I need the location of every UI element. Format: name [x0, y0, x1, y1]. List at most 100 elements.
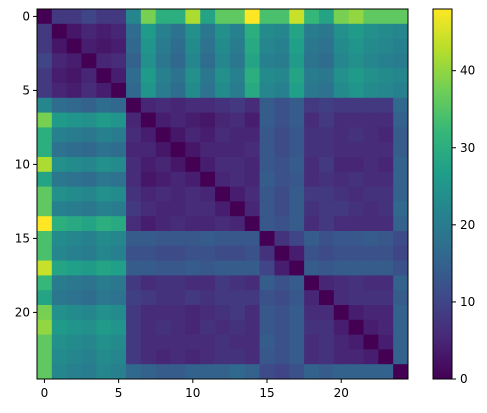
- heatmap-cell: [96, 290, 112, 306]
- heatmap-cell: [51, 157, 68, 173]
- heatmap-cell: [66, 364, 82, 380]
- heatmap-cell: [259, 112, 275, 128]
- heatmap-cell: [289, 186, 305, 202]
- heatmap-cell: [229, 142, 246, 158]
- colorbar-tick-label: 30: [460, 141, 475, 155]
- heatmap-cell: [215, 186, 231, 202]
- heatmap-cell: [200, 171, 216, 187]
- heatmap-cell: [96, 68, 112, 84]
- heatmap-cell: [140, 68, 157, 84]
- heatmap-cell: [81, 38, 97, 54]
- heatmap-cell: [81, 9, 97, 25]
- heatmap-cell: [140, 171, 157, 187]
- heatmap-cell: [333, 38, 350, 54]
- heatmap-cell: [170, 9, 186, 25]
- heatmap-cell: [81, 231, 97, 247]
- heatmap-cell: [111, 97, 127, 113]
- heatmap-cell: [378, 112, 394, 128]
- heatmap-cell: [318, 305, 335, 321]
- heatmap-cell: [318, 53, 335, 69]
- heatmap-cell: [274, 334, 290, 350]
- heatmap-cell: [229, 231, 246, 247]
- heatmap-cell: [333, 201, 350, 217]
- heatmap-cell: [140, 53, 157, 69]
- heatmap-cell: [37, 97, 53, 113]
- heatmap-cell: [215, 97, 231, 113]
- heatmap-cell: [96, 305, 112, 321]
- heatmap-cell: [170, 231, 186, 247]
- heatmap-cell: [200, 68, 216, 84]
- heatmap-cell: [259, 127, 275, 143]
- heatmap-cell: [244, 9, 260, 25]
- heatmap-cell: [333, 334, 350, 350]
- heatmap-cell: [393, 53, 409, 69]
- heatmap-cell: [111, 290, 127, 306]
- heatmap-cell: [289, 201, 305, 217]
- heatmap-cell: [200, 334, 216, 350]
- heatmap-cell: [378, 171, 394, 187]
- heatmap-cell: [37, 305, 53, 321]
- heatmap-cell: [81, 319, 97, 335]
- colorbar-frame: [432, 8, 453, 380]
- colorbar-tick-label: 20: [460, 218, 475, 232]
- heatmap-cell: [170, 186, 186, 202]
- heatmap-cell: [229, 349, 246, 365]
- heatmap-cell: [155, 216, 171, 232]
- heatmap-cell: [155, 112, 171, 128]
- heatmap-cell: [348, 201, 364, 217]
- heatmap-cell: [185, 142, 201, 158]
- heatmap-cell: [81, 171, 97, 187]
- heatmap-cell: [229, 305, 246, 321]
- heatmap-cell: [333, 275, 350, 291]
- heatmap-cell: [289, 68, 305, 84]
- heatmap-cell: [274, 112, 290, 128]
- heatmap-cell: [185, 231, 201, 247]
- heatmap-cell: [66, 38, 82, 54]
- heatmap-cell: [304, 157, 320, 173]
- heatmap-cell: [155, 38, 171, 54]
- heatmap-cell: [318, 157, 335, 173]
- heatmap-cell: [126, 142, 142, 158]
- heatmap-cell: [51, 97, 68, 113]
- heatmap-cell: [274, 260, 290, 276]
- heatmap-cell: [140, 364, 157, 380]
- heatmap-cell: [200, 216, 216, 232]
- heatmap-cell: [126, 171, 142, 187]
- heatmap-cell: [333, 112, 350, 128]
- heatmap-cell: [333, 290, 350, 306]
- heatmap-cell: [363, 68, 379, 84]
- heatmap-cell: [185, 186, 201, 202]
- heatmap-cell: [200, 349, 216, 365]
- heatmap-cell: [378, 275, 394, 291]
- heatmap-cell: [378, 319, 394, 335]
- heatmap-cell: [215, 260, 231, 276]
- heatmap-cell: [200, 142, 216, 158]
- heatmap-cell: [140, 112, 157, 128]
- heatmap-cell: [51, 186, 68, 202]
- heatmap-cell: [111, 83, 127, 99]
- heatmap-cell: [244, 97, 260, 113]
- heatmap-cell: [393, 83, 409, 99]
- heatmap-cell: [229, 186, 246, 202]
- heatmap-cell: [200, 9, 216, 25]
- heatmap-cell: [393, 290, 409, 306]
- heatmap-cell: [200, 112, 216, 128]
- heatmap-cell: [66, 290, 82, 306]
- heatmap-cell: [378, 68, 394, 84]
- heatmap-cell: [200, 97, 216, 113]
- heatmap-cell: [155, 290, 171, 306]
- heatmap-cell: [170, 334, 186, 350]
- heatmap-cell: [185, 245, 201, 261]
- heatmap-cell: [96, 142, 112, 158]
- heatmap-cell: [81, 216, 97, 232]
- heatmap-cell: [378, 83, 394, 99]
- heatmap-cell: [111, 38, 127, 54]
- heatmap-cell: [363, 319, 379, 335]
- heatmap-cell: [96, 260, 112, 276]
- heatmap-cell: [348, 38, 364, 54]
- heatmap-cell: [51, 305, 68, 321]
- colorbar-tick-label: 0: [460, 372, 468, 386]
- x-axis: 0 5 10 15 20: [41, 379, 349, 400]
- heatmap-cell: [111, 127, 127, 143]
- heatmap-cell: [274, 245, 290, 261]
